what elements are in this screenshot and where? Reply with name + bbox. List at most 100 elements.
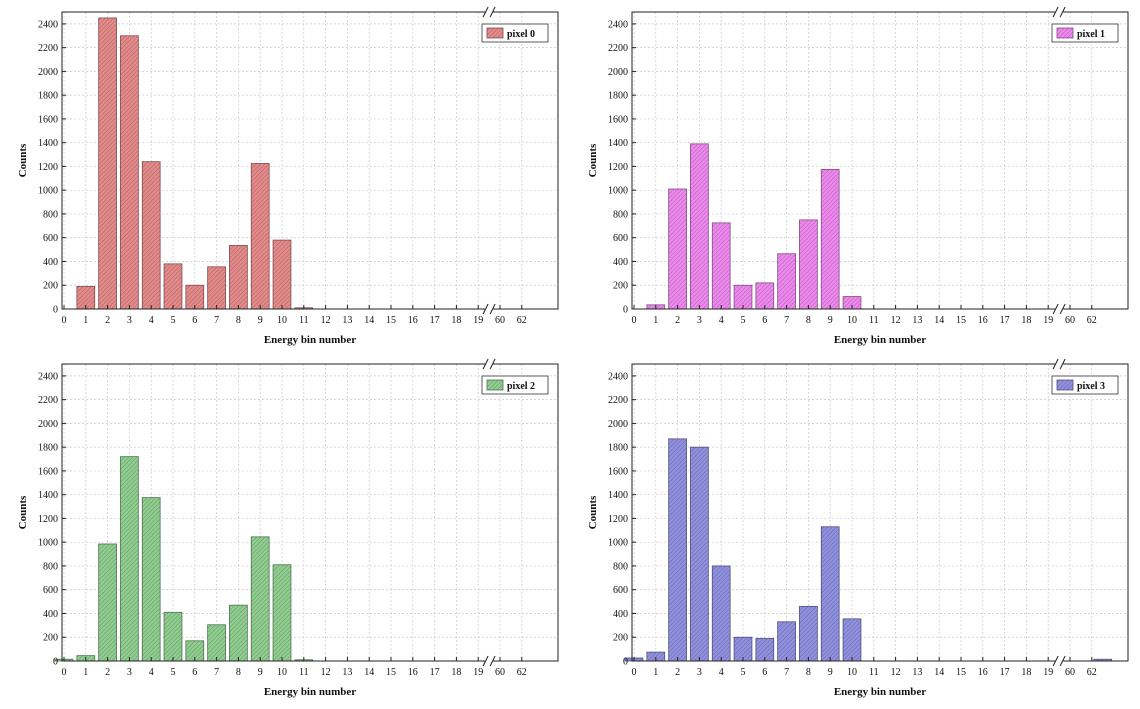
x-axis-label: Energy bin number <box>834 334 926 346</box>
y-tick-label: 200 <box>43 281 58 292</box>
x-tick-label: 5 <box>741 315 746 326</box>
chart-panel-pixel-3: 0 200 400 600 800 1000 1200 1400 1600 1800 2000 220… <box>570 352 1140 704</box>
x-tick-label: 3 <box>697 667 702 678</box>
x-tick-label: 7 <box>784 315 789 326</box>
chart-panel-pixel-1: 0 200 400 600 800 1000 1200 1400 1600 1800 2000 220… <box>570 0 1140 352</box>
x-axis-label: Energy bin number <box>264 686 356 698</box>
x-tick-label: 9 <box>828 315 833 326</box>
y-tick-label: 400 <box>613 257 628 268</box>
y-axis-label: Counts <box>17 143 29 177</box>
y-tick-label: 1400 <box>608 138 628 149</box>
y-tick-label: 1000 <box>38 186 58 197</box>
bar-7 <box>777 621 796 662</box>
x-tick-label: 3 <box>697 315 702 326</box>
x-tick-label: 18 <box>451 667 461 678</box>
x-tick-label: 12 <box>891 667 901 678</box>
x-tick-label: 60 <box>495 667 505 678</box>
axis-break-marker <box>1052 303 1066 315</box>
x-tick-label: 0 <box>62 667 67 678</box>
y-tick-label: 1000 <box>38 538 58 549</box>
x-tick-label: 14 <box>364 667 374 678</box>
x-tick-label: 10 <box>277 667 287 678</box>
x-tick-label: 5 <box>171 667 176 678</box>
chart-svg: 0200400600800100012001400160018002000220… <box>17 6 559 346</box>
x-tick-label: 17 <box>430 667 440 678</box>
x-tick-label: 14 <box>934 667 944 678</box>
x-tick-label: 15 <box>386 315 396 326</box>
x-tick-label: 0 <box>62 315 67 326</box>
x-tick-label: 16 <box>978 315 988 326</box>
x-tick-label: 60 <box>1065 667 1075 678</box>
legend-label: pixel 0 <box>507 29 535 40</box>
x-tick-label: 8 <box>806 315 811 326</box>
x-tick-label: 5 <box>741 667 746 678</box>
legend: pixel 1 <box>1051 23 1119 43</box>
y-tick-label: 600 <box>43 233 58 244</box>
x-tick-label: 7 <box>784 667 789 678</box>
legend-label: pixel 2 <box>507 381 535 392</box>
legend-swatch <box>1056 379 1074 391</box>
y-tick-label: 1600 <box>608 114 628 125</box>
x-tick-label: 1 <box>653 667 658 678</box>
y-tick-label: 2200 <box>608 395 628 406</box>
plot-frame <box>61 363 559 662</box>
y-tick-label: 400 <box>43 257 58 268</box>
x-tick-label: 19 <box>1043 667 1053 678</box>
x-tick-label: 4 <box>719 315 724 326</box>
y-tick-label: 1200 <box>608 162 628 173</box>
y-tick-label: 800 <box>43 561 58 572</box>
x-tick-label: 4 <box>719 667 724 678</box>
plot-frame <box>61 11 559 310</box>
x-tick-label: 9 <box>258 667 263 678</box>
x-tick-label: 11 <box>869 315 879 326</box>
legend-label: pixel 1 <box>1077 29 1105 40</box>
x-tick-label: 13 <box>342 315 352 326</box>
x-tick-label: 15 <box>956 315 966 326</box>
bar-7 <box>207 266 226 310</box>
x-tick-label: 11 <box>299 315 309 326</box>
x-tick-label: 2 <box>105 667 110 678</box>
bar-10 <box>842 618 862 662</box>
bar-5 <box>163 611 183 662</box>
bar-3 <box>120 35 139 310</box>
x-tick-label: 11 <box>299 667 309 678</box>
x-tick-label: 1 <box>653 315 658 326</box>
y-tick-label: 600 <box>613 233 628 244</box>
x-tick-label: 16 <box>408 315 418 326</box>
bar-9 <box>820 526 840 662</box>
y-tick-label: 2000 <box>608 67 628 78</box>
y-tick-label: 0 <box>623 305 628 316</box>
y-tick-label: 400 <box>613 609 628 620</box>
x-tick-label: 3 <box>127 315 132 326</box>
bar-4 <box>711 222 731 310</box>
chart-panel-pixel-0: 0 200 400 600 800 1000 1200 1400 1600 1800 2000 220… <box>0 0 570 352</box>
bar-4 <box>711 565 731 662</box>
axis-break-marker <box>1052 6 1066 18</box>
x-tick-label: 0 <box>632 667 637 678</box>
x-tick-label: 1 <box>83 667 88 678</box>
x-tick-label: 2 <box>675 315 680 326</box>
bar-3 <box>690 446 709 662</box>
bar-9 <box>250 536 270 662</box>
bar-9 <box>820 169 840 310</box>
x-tick-label: 60 <box>495 315 505 326</box>
y-axis-label: Counts <box>587 495 599 529</box>
y-tick-label: 1400 <box>608 490 628 501</box>
x-tick-label: 9 <box>828 667 833 678</box>
x-tick-label: 14 <box>934 315 944 326</box>
y-tick-label: 200 <box>613 633 628 644</box>
bar-7 <box>777 253 796 310</box>
y-tick-label: 1800 <box>608 91 628 102</box>
y-tick-label: 1800 <box>608 443 628 454</box>
x-tick-label: 14 <box>364 315 374 326</box>
x-axis-label: Energy bin number <box>264 334 356 346</box>
y-tick-label: 1600 <box>38 466 58 477</box>
x-tick-label: 2 <box>675 667 680 678</box>
y-tick-label: 2000 <box>38 419 58 430</box>
chart-svg: 0200400600800100012001400160018002000220… <box>587 6 1129 346</box>
x-tick-label: 16 <box>978 667 988 678</box>
y-tick-label: 1400 <box>38 138 58 149</box>
y-tick-label: 1200 <box>38 514 58 525</box>
x-tick-label: 18 <box>1021 315 1031 326</box>
